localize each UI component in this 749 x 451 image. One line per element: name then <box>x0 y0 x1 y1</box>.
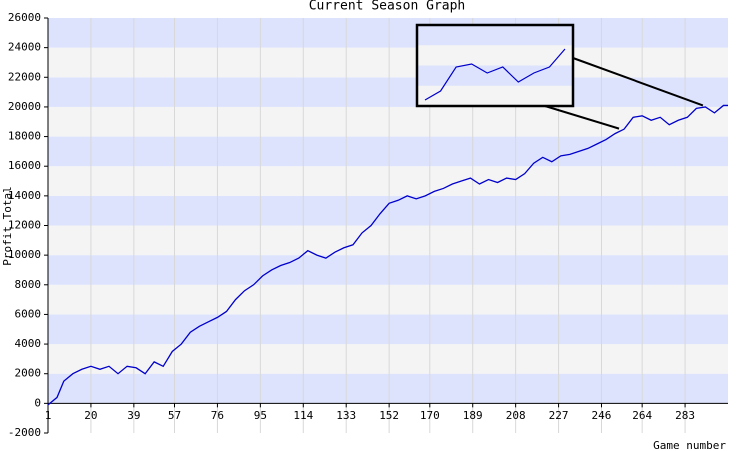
y-tick-label: 2000 <box>15 367 42 380</box>
zoom-connector <box>544 105 620 130</box>
zoom-box <box>415 23 575 108</box>
y-tick-label: 14000 <box>8 189 41 202</box>
y-tick-label: 20000 <box>8 100 41 113</box>
y-tick-label: 4000 <box>15 337 42 350</box>
x-tick-label: 133 <box>336 409 356 422</box>
y-tick-label: 0 <box>34 396 41 409</box>
band <box>48 403 728 433</box>
y-tick-label: 12000 <box>8 219 41 232</box>
inset-line <box>424 48 566 101</box>
x-tick-label: 95 <box>254 409 267 422</box>
zoom-connector <box>572 57 704 107</box>
x-tick-label: 152 <box>379 409 399 422</box>
x-tick-label: 1 <box>45 409 52 422</box>
x-tick-label: 76 <box>211 409 224 422</box>
inset-band <box>417 65 573 86</box>
y-tick-label: 8000 <box>15 278 42 291</box>
band <box>48 255 728 285</box>
bg-layer <box>48 18 728 433</box>
y-axis-label: Profit Total <box>1 186 14 265</box>
band <box>48 47 728 78</box>
x-tick-label: 20 <box>84 409 97 422</box>
band <box>48 314 728 345</box>
band <box>48 344 728 374</box>
x-tick-label: 246 <box>592 409 612 422</box>
x-tick-label: 189 <box>463 409 483 422</box>
inset-band <box>417 45 573 66</box>
x-tick-label: 170 <box>420 409 440 422</box>
x-tick-label: 208 <box>506 409 526 422</box>
x-tick-label: 57 <box>168 409 181 422</box>
band <box>48 195 728 226</box>
y-tick-label: 26000 <box>8 11 41 24</box>
x-tick-label: 264 <box>632 409 652 422</box>
x-tick-label: 39 <box>127 409 140 422</box>
y-tick-label: 18000 <box>8 130 41 143</box>
inset-band <box>417 85 573 106</box>
x-tick-label: 114 <box>293 409 313 422</box>
y-tick-label: -2000 <box>8 426 41 439</box>
band <box>48 225 728 256</box>
y-tick-label: 10000 <box>8 248 41 261</box>
band <box>48 106 728 137</box>
band <box>48 18 728 48</box>
x-tick-label: 227 <box>549 409 569 422</box>
x-axis-label: Game number <box>653 439 726 451</box>
inset-layer <box>415 23 704 130</box>
y-tick-label: 6000 <box>15 307 42 320</box>
band <box>48 77 728 107</box>
band <box>48 373 728 404</box>
y-tick-label: 22000 <box>8 70 41 83</box>
inset-band <box>417 25 573 46</box>
y-tick-label: 16000 <box>8 159 41 172</box>
band <box>48 284 728 315</box>
chart-title: Current Season Graph <box>309 0 466 14</box>
x-tick-label: 283 <box>675 409 695 422</box>
band <box>48 136 728 167</box>
labels-layer: -2000 0 2000 4000 6000 8000 10000 12000 14000 160… <box>8 11 695 439</box>
line-layer <box>47 104 728 406</box>
axis-layer <box>44 17 728 434</box>
band <box>48 166 728 196</box>
y-tick-label: 24000 <box>8 41 41 54</box>
series-line <box>47 104 728 406</box>
